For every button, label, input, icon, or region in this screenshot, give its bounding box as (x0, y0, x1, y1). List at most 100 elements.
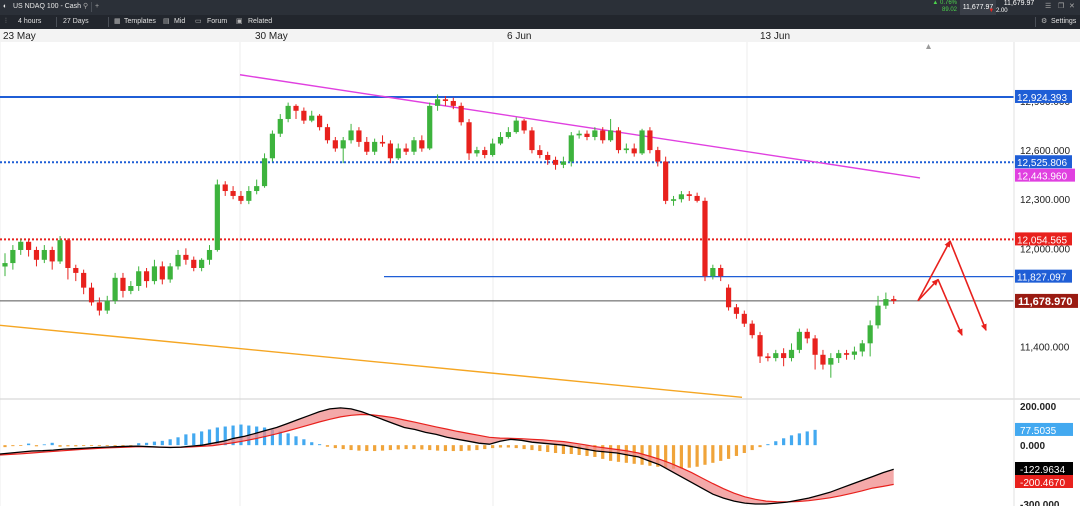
macd-histogram-bar (428, 445, 432, 451)
candle (883, 292, 889, 309)
candle (521, 118, 527, 134)
annotation-arrow[interactable] (917, 240, 951, 302)
x-tick-label: 30 May (255, 31, 288, 42)
macd-histogram-bar (577, 445, 581, 455)
add-tab-button[interactable]: + (95, 3, 100, 10)
candle (49, 246, 55, 270)
candle (851, 346, 858, 360)
trend-line[interactable] (239, 74, 921, 179)
macd-histogram-bar (435, 445, 440, 451)
macd-histogram-bar (774, 441, 778, 446)
candle (788, 343, 795, 362)
candle (364, 136, 370, 155)
templates-button[interactable]: Templates (124, 18, 156, 25)
forum-button[interactable]: Forum (207, 18, 228, 25)
candle (623, 143, 629, 154)
macd-histogram-bar (671, 445, 676, 469)
sell-box[interactable]: 11,677.97 (960, 0, 996, 15)
x-tick-label: 6 Jun (507, 31, 531, 42)
macd-histogram-bar (443, 445, 448, 452)
candle (25, 238, 32, 257)
candle (812, 335, 818, 370)
change-pts: 89.02 (941, 7, 957, 13)
candle (88, 282, 95, 306)
candle (781, 348, 787, 367)
macd-histogram-bar (278, 431, 282, 446)
candle (309, 110, 315, 123)
macd-histogram-bar (656, 445, 660, 467)
macd-histogram-bar (152, 441, 157, 446)
trend-line[interactable] (0, 324, 743, 399)
candle (340, 136, 346, 164)
macd-histogram-bar (561, 445, 566, 454)
candle (647, 127, 653, 154)
settings-button[interactable]: Settings (1051, 18, 1077, 25)
related-button[interactable]: Related (248, 18, 273, 25)
candle (254, 179, 260, 195)
candle (419, 135, 425, 152)
menu-icon[interactable]: ☰ (1045, 3, 1052, 10)
candle (678, 191, 684, 203)
macd-histogram-bar (239, 424, 243, 446)
chart-type-icon[interactable]: ⫶ (5, 18, 7, 25)
macd-histogram-bar (215, 427, 219, 446)
candle (482, 146, 488, 159)
window-title: US NDAQ 100 - Cash (13, 3, 82, 10)
macd-histogram-bar (679, 445, 683, 469)
macd-histogram-bar (137, 443, 141, 446)
candle (411, 136, 417, 155)
candle (733, 304, 740, 319)
x-tick-label: 13 Jun (760, 31, 790, 42)
current-price-label: 11,678.970 (1015, 293, 1078, 308)
annotation-arrow[interactable] (949, 240, 987, 332)
candle (332, 136, 338, 152)
macd-histogram-bar (121, 445, 125, 446)
macd-histogram-bar (325, 445, 330, 447)
interval-select[interactable]: 4 hours (18, 18, 42, 25)
scroll-marker-icon[interactable] (926, 44, 931, 49)
candle (120, 272, 126, 298)
annotation-arrow[interactable] (917, 278, 939, 302)
macd-y-tick-label: -300.000 (1020, 500, 1060, 506)
buy-box[interactable]: 11,679.97 (1000, 0, 1038, 8)
price-type-icon: ▤ (163, 18, 170, 25)
candle (505, 127, 511, 139)
macd-histogram-bar (514, 445, 518, 449)
macd-histogram-bar (758, 445, 762, 448)
y-tick-label: 12,300.000 (1020, 195, 1070, 206)
macd-histogram-bar (160, 440, 164, 446)
window-icon[interactable]: ❐ (1058, 3, 1065, 10)
close-icon[interactable]: ✕ (1069, 3, 1075, 10)
candle (199, 258, 205, 272)
macd-histogram-bar (50, 442, 54, 446)
candle (749, 320, 755, 339)
mid-button[interactable]: Mid (174, 18, 186, 25)
chart-toolbar: ⫶ 4 hours 27 Days ▦ Templates ▤ Mid ▭ Fo… (0, 15, 1080, 29)
macd-histogram-bar (34, 445, 39, 447)
candle (828, 353, 834, 378)
candle (65, 238, 71, 280)
candle (576, 130, 582, 139)
macd-histogram-bar (26, 443, 31, 446)
macd-histogram-bar (420, 445, 424, 450)
candle (183, 248, 189, 265)
candle (584, 130, 590, 141)
annotation-arrow[interactable] (937, 279, 963, 337)
sell-price: 11,677.97 (962, 4, 994, 11)
candle (293, 104, 299, 119)
spread-down-icon: ▼ (988, 8, 995, 14)
candle (175, 249, 181, 270)
search-icon[interactable]: ⚲ (83, 3, 89, 10)
svg-text:77.5035: 77.5035 (1020, 426, 1057, 437)
macd-histogram-bar (357, 445, 361, 451)
range-select[interactable]: 27 Days (63, 18, 89, 25)
candle (151, 259, 158, 285)
macd-histogram-bar (459, 445, 463, 452)
macd-y-tick-label: 200.000 (1020, 402, 1057, 413)
svg-text:-200.4670: -200.4670 (1020, 478, 1065, 489)
candle (261, 153, 268, 188)
macd-histogram-bar (373, 445, 377, 452)
macd-histogram-bar (58, 445, 62, 447)
level-price-label: 12,525.806 (1015, 155, 1072, 169)
